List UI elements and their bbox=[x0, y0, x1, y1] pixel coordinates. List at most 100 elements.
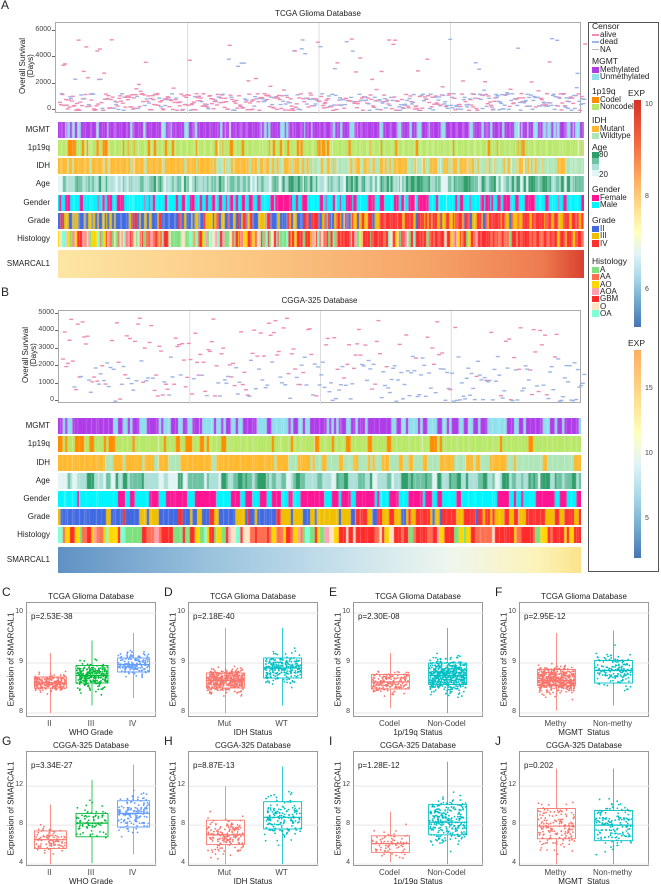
data-point bbox=[209, 670, 212, 673]
data-point bbox=[446, 811, 449, 814]
data-point bbox=[43, 825, 45, 828]
data-point bbox=[221, 680, 223, 683]
survival-point bbox=[382, 384, 387, 387]
data-point bbox=[407, 686, 409, 689]
data-point bbox=[119, 667, 122, 669]
data-point bbox=[454, 663, 457, 666]
data-point bbox=[230, 824, 233, 827]
data-point bbox=[542, 676, 545, 678]
y-tick-mark bbox=[55, 365, 58, 367]
data-point bbox=[228, 673, 231, 676]
survival-point bbox=[208, 94, 213, 97]
survival-point bbox=[139, 360, 144, 362]
data-point bbox=[273, 652, 275, 655]
data-point bbox=[607, 823, 610, 826]
data-point bbox=[448, 676, 451, 678]
survival-point bbox=[414, 105, 419, 107]
data-point bbox=[88, 667, 90, 669]
data-point bbox=[558, 822, 561, 825]
p-value: p=2.18E-40 bbox=[193, 612, 235, 621]
data-point bbox=[132, 823, 135, 826]
data-point bbox=[130, 800, 133, 803]
survival-point bbox=[514, 98, 519, 100]
data-point bbox=[565, 687, 567, 690]
data-point bbox=[563, 825, 566, 828]
data-point bbox=[106, 679, 109, 682]
data-point bbox=[628, 680, 630, 683]
data-point bbox=[85, 815, 88, 818]
data-point bbox=[52, 832, 55, 835]
data-point bbox=[94, 669, 97, 672]
data-point bbox=[452, 799, 455, 802]
survival-point bbox=[536, 390, 541, 393]
survival-point bbox=[113, 100, 118, 103]
data-point bbox=[89, 679, 92, 682]
data-point bbox=[597, 837, 600, 840]
survival-point bbox=[275, 108, 280, 111]
data-point bbox=[86, 672, 89, 675]
data-point bbox=[130, 822, 133, 825]
survival-point bbox=[165, 96, 170, 98]
survival-point bbox=[84, 46, 89, 48]
survival-point bbox=[574, 398, 579, 401]
data-point bbox=[439, 819, 442, 821]
survival-point bbox=[430, 96, 435, 98]
survival-point bbox=[347, 344, 352, 346]
panel-letter: G bbox=[2, 734, 12, 748]
data-point bbox=[123, 660, 126, 663]
data-point bbox=[221, 839, 224, 842]
survival-point bbox=[280, 382, 285, 384]
survival-point bbox=[321, 104, 325, 107]
survival-point bbox=[89, 99, 94, 101]
survival-point bbox=[267, 105, 272, 108]
data-point bbox=[101, 665, 103, 667]
data-point bbox=[607, 655, 609, 658]
survival-point bbox=[505, 367, 510, 369]
data-point bbox=[439, 835, 441, 838]
survival-point bbox=[110, 339, 115, 342]
data-point bbox=[541, 814, 544, 817]
data-point bbox=[607, 677, 610, 680]
data-point bbox=[118, 809, 120, 811]
data-point bbox=[617, 660, 620, 663]
data-point bbox=[459, 817, 462, 820]
data-point bbox=[240, 819, 242, 822]
data-point bbox=[44, 684, 47, 687]
survival-point bbox=[567, 364, 572, 367]
data-point bbox=[83, 666, 86, 669]
data-point bbox=[429, 664, 432, 667]
survival-point bbox=[581, 102, 586, 105]
data-point bbox=[459, 799, 462, 801]
survival-point bbox=[475, 109, 480, 112]
data-point bbox=[35, 843, 38, 845]
survival-point bbox=[252, 329, 257, 331]
survival-point bbox=[278, 376, 283, 378]
data-point bbox=[53, 674, 56, 676]
data-point bbox=[79, 820, 81, 823]
data-point bbox=[384, 673, 386, 676]
data-point bbox=[391, 853, 393, 855]
data-point bbox=[562, 673, 565, 676]
data-point bbox=[437, 838, 440, 841]
survival-point bbox=[190, 393, 195, 395]
data-point bbox=[552, 821, 555, 824]
survival-point bbox=[312, 105, 317, 107]
data-point bbox=[556, 665, 559, 668]
data-point bbox=[612, 828, 615, 831]
data-point bbox=[283, 674, 286, 676]
data-point bbox=[547, 803, 550, 806]
survival-point bbox=[302, 100, 307, 103]
data-point bbox=[552, 681, 554, 684]
data-point bbox=[612, 844, 615, 847]
survival-point bbox=[525, 368, 530, 370]
data-point bbox=[570, 691, 573, 694]
y-tick-mark bbox=[55, 347, 58, 349]
data-point bbox=[78, 689, 81, 692]
data-point bbox=[240, 694, 243, 697]
data-point bbox=[451, 832, 454, 834]
survival-point bbox=[426, 94, 431, 97]
survival-point bbox=[167, 394, 172, 396]
data-point bbox=[458, 666, 461, 669]
survival-point bbox=[334, 108, 339, 111]
data-point bbox=[83, 683, 86, 686]
